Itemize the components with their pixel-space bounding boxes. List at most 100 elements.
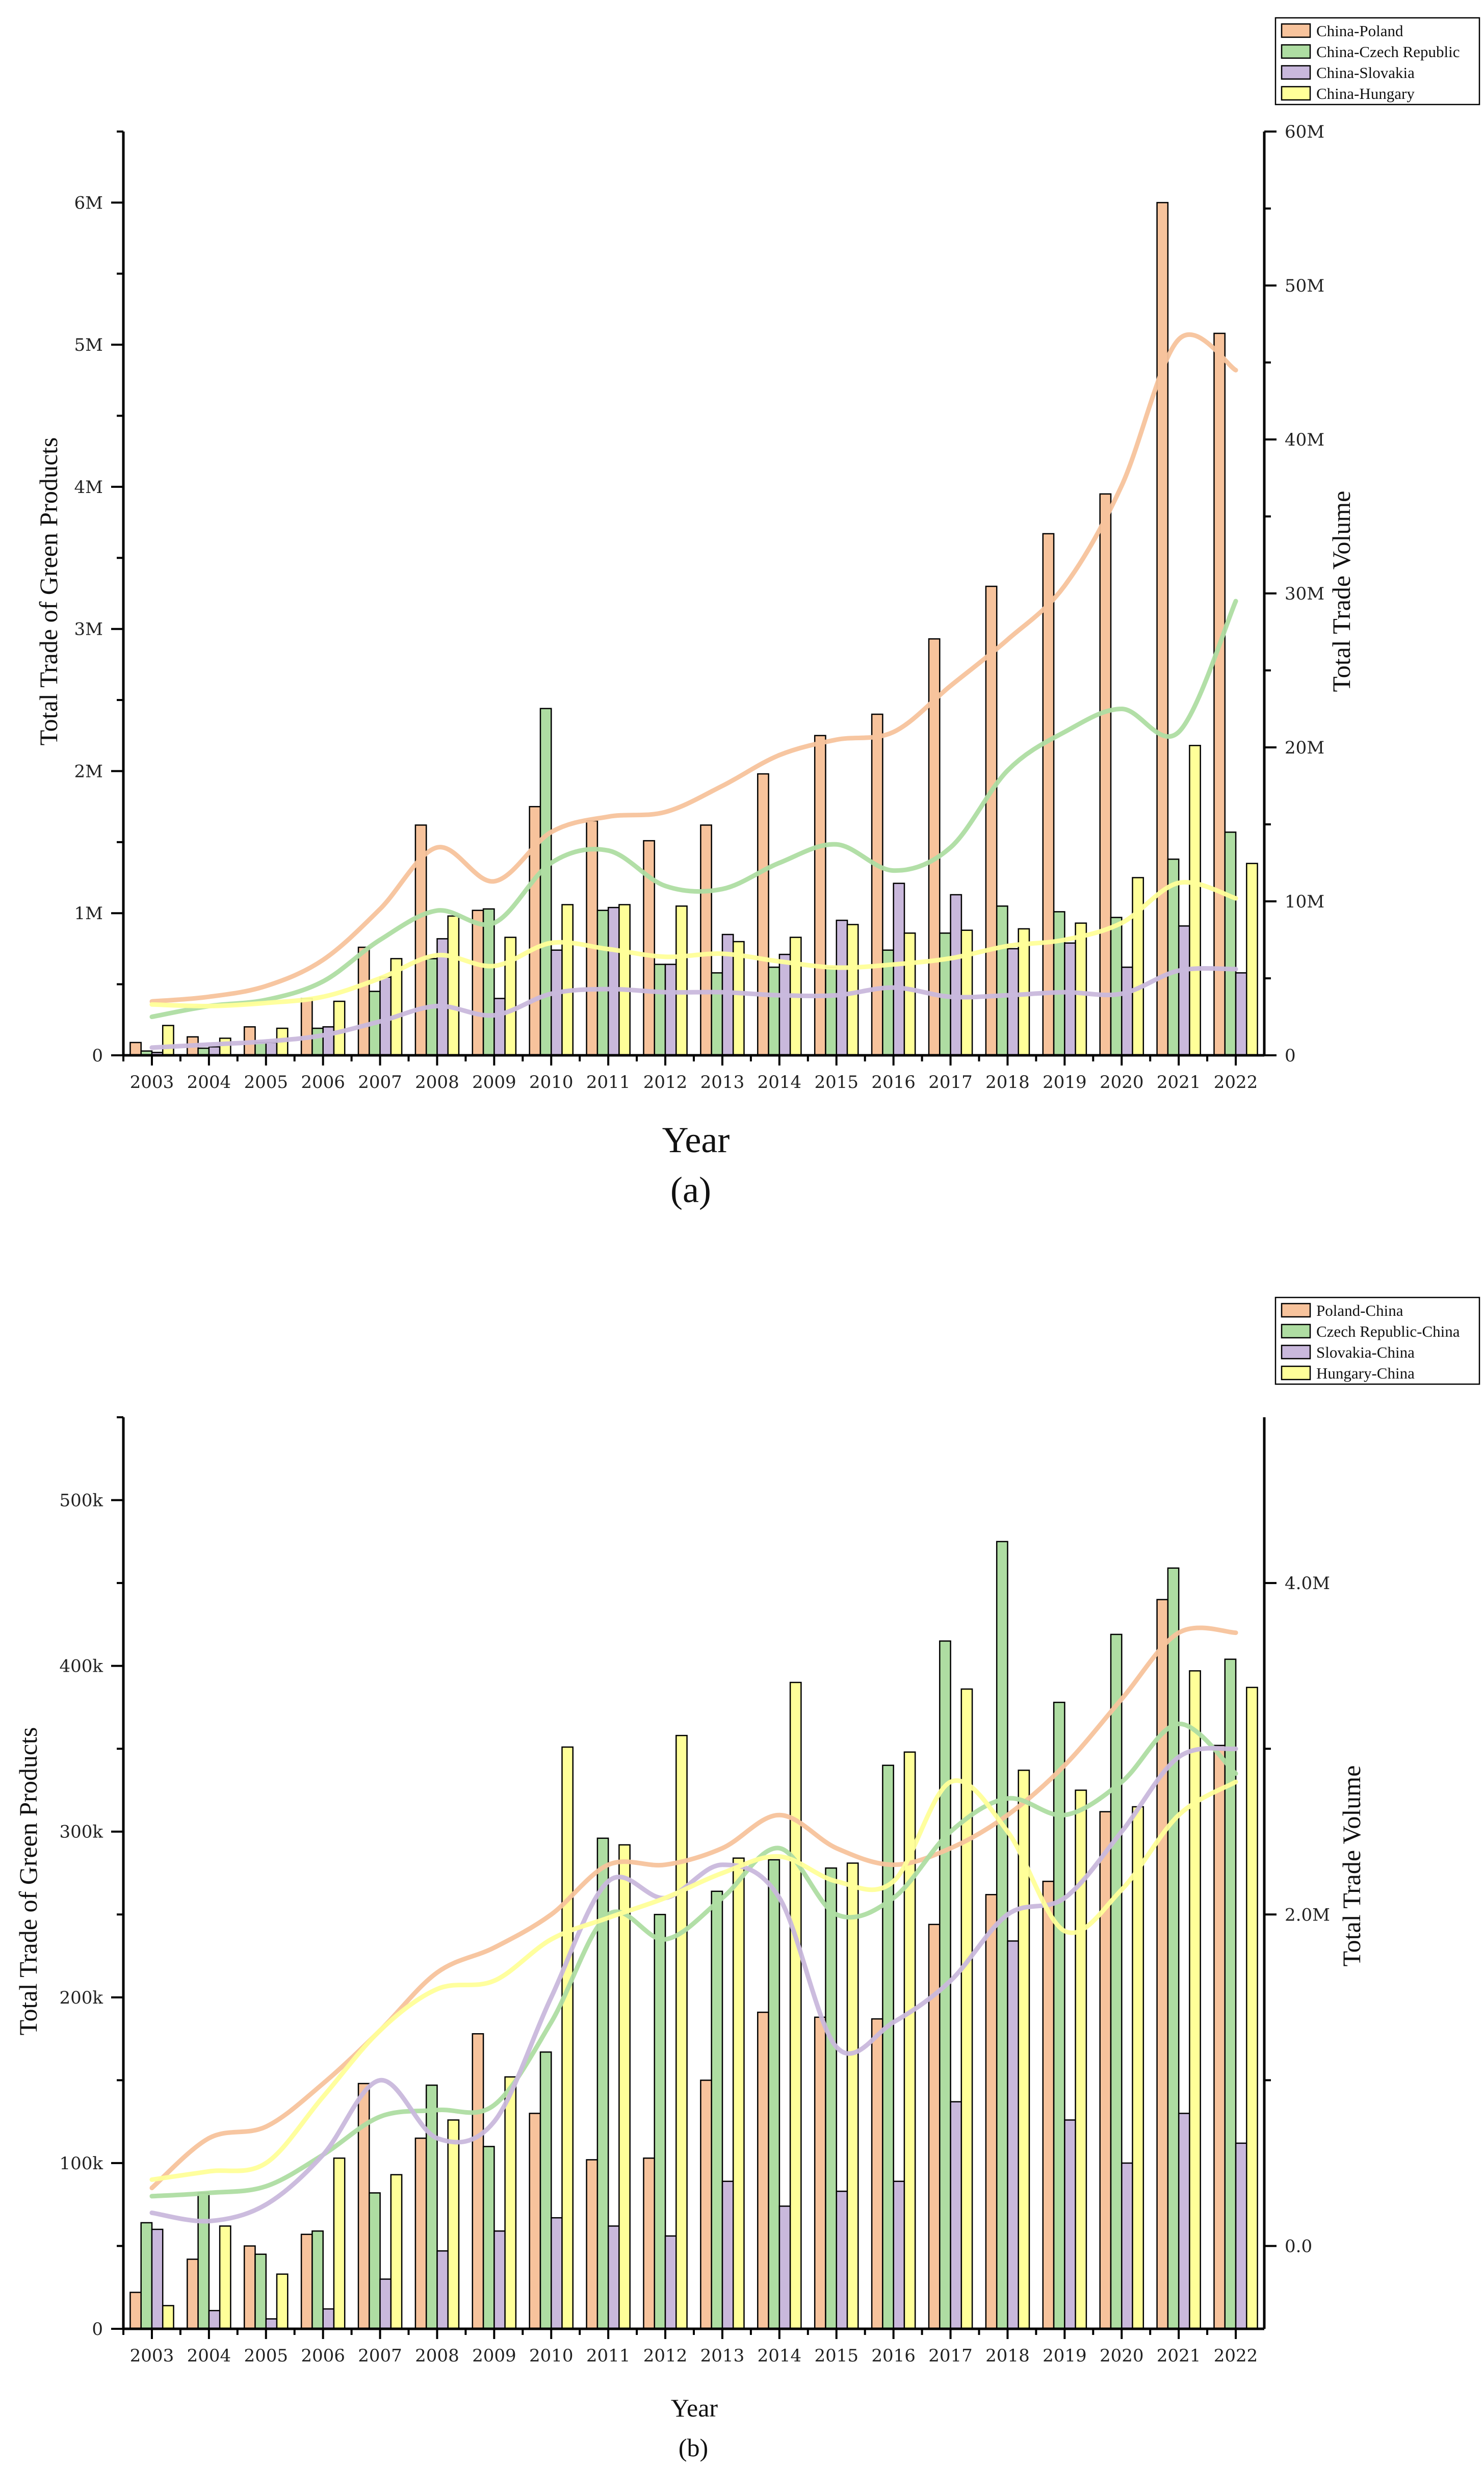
trend-line-poland-china (149, 1625, 1238, 2191)
bar-china-hungary-2004 (219, 1037, 231, 1056)
bar-poland-china-2006 (300, 2233, 313, 2330)
bar-poland-china-2009 (472, 2033, 484, 2330)
x-tick-label-2017: 2017 (928, 1072, 973, 1093)
bar-slovakia-china-2021 (1178, 2113, 1190, 2330)
bar-slovakia-china-2022 (1235, 2142, 1247, 2330)
bar-china-poland-2019 (1042, 533, 1055, 1056)
bar-slovakia-china-2014 (778, 2205, 791, 2330)
chart-panel-b: 0 100k 200k 300k 400k 500k 0.0 2.0M 4.0M 2003 2004… (14, 1296, 1480, 2462)
legend-swatch-czech-republic-china (1281, 1323, 1311, 1339)
legend-swatch-china-hungary (1281, 86, 1311, 101)
left-y-tick-label: 2M (74, 761, 103, 782)
panel-a-axes: 0 1M 2M 3M 4M 5M 6M 0 10M 20M 30M 40M 50M 60M 2003 2004… (74, 122, 1325, 1093)
bar-china-hungary-2010 (561, 904, 574, 1056)
bar-china-czech-republic-2005 (254, 1042, 267, 1056)
bar-hungary-china-2020 (1132, 1806, 1144, 2330)
bar-china-hungary-2012 (675, 905, 688, 1056)
legend-swatch-slovakia-china (1281, 1344, 1311, 1360)
bar-slovakia-china-2011 (607, 2225, 620, 2330)
legend-label-hungary-china: Hungary-China (1316, 1364, 1415, 1382)
bar-china-slovakia-2018 (1007, 948, 1020, 1056)
bar-china-slovakia-2015 (836, 919, 848, 1056)
panel-a-label: (a) (670, 1170, 711, 1210)
bar-czech-republic-china-2008 (425, 2084, 438, 2330)
x-tick-label-2022: 2022 (1214, 2346, 1258, 2366)
x-tick-label-2019: 2019 (1043, 1072, 1087, 1093)
bar-china-slovakia-2019 (1064, 942, 1076, 1056)
bar-czech-republic-china-2009 (482, 2146, 495, 2330)
x-tick-label-2003: 2003 (130, 1072, 174, 1093)
bar-china-hungary-2019 (1075, 922, 1087, 1056)
bar-china-slovakia-2005 (265, 1042, 278, 1056)
bar-china-slovakia-2014 (778, 953, 791, 1056)
bar-china-hungary-2017 (960, 929, 973, 1056)
bar-czech-republic-china-2007 (369, 2192, 381, 2330)
legend-swatch-china-poland (1281, 23, 1311, 38)
legend-label-china-poland: China-Poland (1316, 22, 1403, 40)
left-y-tick-label: 1M (74, 903, 103, 924)
legend-swatch-poland-china (1281, 1303, 1311, 1318)
bar-poland-china-2020 (1099, 1811, 1112, 2330)
bar-china-hungary-2009 (504, 937, 517, 1056)
right-y-tick-label: 10M (1285, 892, 1324, 912)
panel-a-trend-lines (149, 332, 1238, 1050)
bar-poland-china-2022 (1213, 1745, 1226, 2330)
x-tick-label-2014: 2014 (758, 1072, 802, 1093)
bar-slovakia-china-2017 (950, 2101, 962, 2330)
panel-b-trend-lines (149, 1625, 1238, 2224)
trend-line-china-poland (149, 332, 1238, 1004)
bar-hungary-china-2007 (390, 2174, 403, 2330)
bar-china-poland-2020 (1099, 493, 1112, 1056)
bar-china-poland-2015 (814, 735, 826, 1056)
bar-china-poland-2009 (472, 910, 484, 1056)
bar-poland-china-2018 (985, 1894, 998, 2330)
right-y-tick-label: 60M (1285, 122, 1324, 142)
bar-hungary-china-2014 (789, 1681, 802, 2330)
bar-czech-republic-china-2012 (654, 1914, 666, 2330)
x-tick-label-2012: 2012 (643, 1072, 688, 1093)
left-y-tick-label: 400k (60, 1656, 103, 1677)
left-y-tick-label: 5M (74, 335, 103, 355)
bar-czech-republic-china-2013 (711, 1890, 723, 2330)
legend-label-czech-republic-china: Czech Republic-China (1316, 1322, 1460, 1340)
bar-china-hungary-2003 (162, 1025, 174, 1056)
x-tick-label-2010: 2010 (529, 2346, 574, 2366)
bar-slovakia-china-2016 (893, 2180, 905, 2330)
legend-label-china-slovakia: China-Slovakia (1316, 64, 1415, 82)
x-tick-label-2015: 2015 (814, 2346, 858, 2366)
bar-china-poland-2016 (871, 713, 883, 1056)
bar-slovakia-china-2010 (551, 2217, 563, 2330)
panel-b-x-axis-title: Year (671, 2394, 718, 2422)
bar-hungary-china-2005 (276, 2273, 289, 2330)
bar-china-slovakia-2017 (950, 894, 962, 1056)
legend-label-slovakia-china: Slovakia-China (1316, 1343, 1415, 1361)
x-tick-label-2016: 2016 (871, 1072, 916, 1093)
x-tick-label-2005: 2005 (244, 2346, 288, 2366)
bar-czech-republic-china-2019 (1053, 1701, 1065, 2330)
trend-line-china-hungary (149, 880, 1238, 1008)
bar-czech-republic-china-2004 (197, 2192, 210, 2330)
bar-china-hungary-2015 (846, 924, 859, 1056)
bar-slovakia-china-2006 (322, 2308, 335, 2330)
panel-b-legend: Poland-China Czech Republic-China Slovakia… (1274, 1296, 1480, 1385)
bar-hungary-china-2004 (219, 2225, 231, 2330)
bar-china-hungary-2006 (333, 1000, 346, 1056)
bar-china-slovakia-2011 (607, 906, 620, 1056)
left-y-tick-label: 4M (74, 477, 103, 498)
bar-china-czech-republic-2018 (996, 905, 1008, 1056)
right-y-tick-label: 0.0 (1285, 2236, 1312, 2256)
left-y-tick-label: 300k (60, 1822, 103, 1842)
x-tick-label-2018: 2018 (985, 2346, 1030, 2366)
left-y-tick-label: 100k (60, 2153, 103, 2174)
bar-china-hungary-2021 (1189, 745, 1201, 1056)
bar-china-slovakia-2022 (1235, 972, 1247, 1056)
bar-china-hungary-2008 (447, 915, 460, 1056)
x-tick-label-2021: 2021 (1157, 2346, 1201, 2366)
trend-line-hungary-china (149, 1778, 1238, 2182)
right-y-tick-label: 0 (1285, 1046, 1296, 1066)
legend-swatch-hungary-china (1281, 1365, 1311, 1381)
x-tick-label-2011: 2011 (586, 1072, 631, 1093)
bar-china-slovakia-2007 (379, 976, 392, 1056)
right-y-tick-label: 20M (1285, 738, 1324, 758)
bar-czech-republic-china-2018 (996, 1541, 1008, 2330)
